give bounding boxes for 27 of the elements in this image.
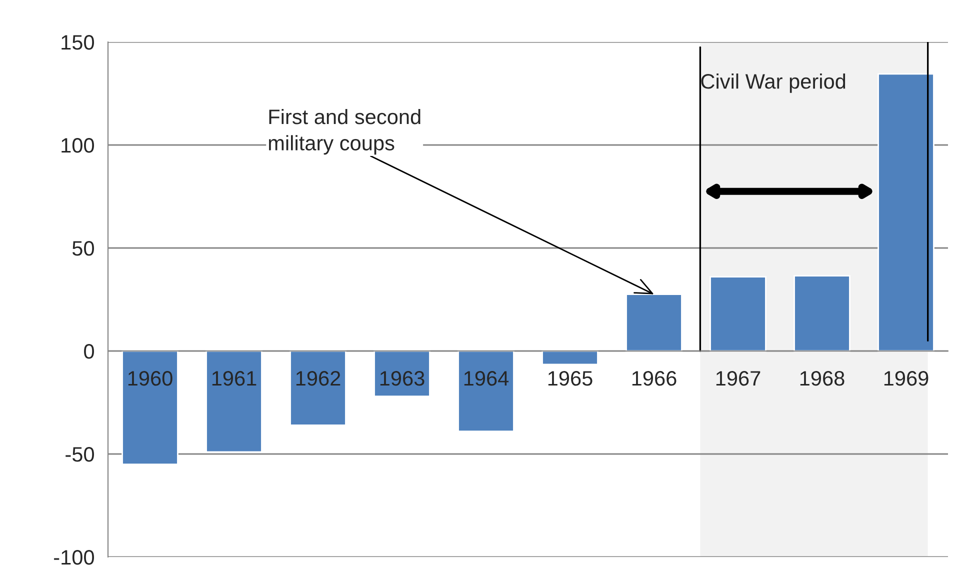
bar — [290, 350, 346, 426]
bar — [794, 275, 850, 352]
bar — [206, 350, 262, 453]
x-tick-label: 1964 — [464, 370, 509, 386]
y-tick-label: -50 — [66, 447, 94, 462]
x-tick-label: 1960 — [128, 370, 172, 386]
bar — [878, 73, 934, 352]
x-tick-label: 1966 — [632, 370, 676, 386]
bar — [542, 350, 598, 366]
x-tick-label: 1967 — [716, 370, 760, 386]
x-tick-label: 1962 — [296, 370, 340, 386]
y-tick-label: 0 — [84, 344, 94, 359]
y-tick-label: 100 — [62, 138, 94, 153]
bar — [122, 350, 178, 465]
annotation: First and second military coups — [268, 108, 420, 155]
y-tick-label: 50 — [72, 241, 94, 256]
x-tick-label: 1968 — [800, 370, 844, 386]
y-tick-label: -100 — [54, 550, 94, 565]
x-tick-label: 1963 — [380, 370, 424, 386]
x-tick-label: 1961 — [212, 370, 256, 386]
band-label: Civil War period — [701, 73, 846, 93]
y-tick-label: 150 — [62, 35, 94, 50]
bar — [710, 276, 766, 352]
x-tick-label: 1965 — [548, 370, 592, 386]
bar — [626, 294, 682, 352]
x-tick-label: 1969 — [884, 370, 928, 386]
bar — [458, 350, 514, 432]
